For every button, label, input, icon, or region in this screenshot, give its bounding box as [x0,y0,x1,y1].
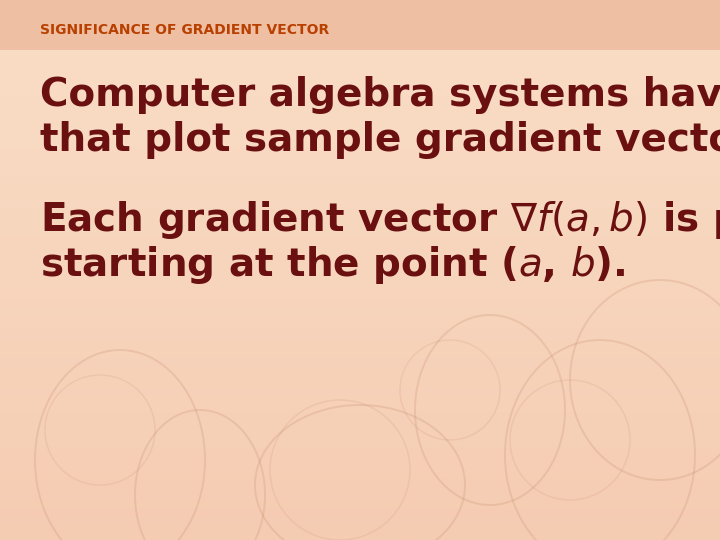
Text: Each gradient vector $\nabla f(a,b)$ is plotted: Each gradient vector $\nabla f(a,b)$ is … [40,199,720,241]
Text: starting at the point ($a$, $b$).: starting at the point ($a$, $b$). [40,244,626,286]
Bar [0,0,720,50]
Text: that plot sample gradient vectors.: that plot sample gradient vectors. [40,121,720,159]
Text: Computer algebra systems have commands: Computer algebra systems have commands [40,76,720,114]
Text: SIGNIFICANCE OF GRADIENT VECTOR: SIGNIFICANCE OF GRADIENT VECTOR [40,23,329,37]
